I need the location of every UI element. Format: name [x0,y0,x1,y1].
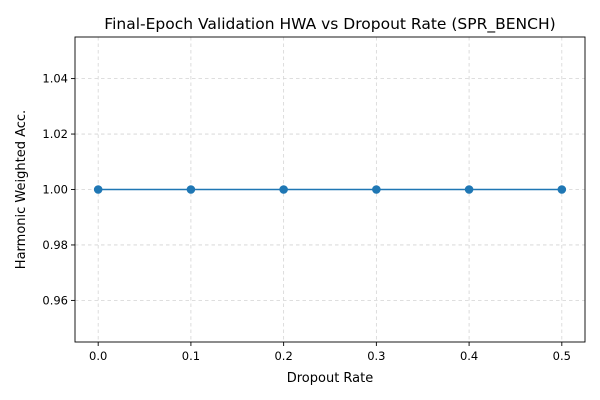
series-layer [93,185,567,194]
y-tick-label: 1.00 [42,183,68,197]
y-axis-label: Harmonic Weighted Acc. [14,110,29,269]
data-point [372,185,381,194]
x-tick-label: 0.3 [367,349,385,363]
data-point [557,185,567,194]
ticks: 0.0 0.1 0.2 0.3 0.4 0.5 0.96 0.98 1.00 1.02 1.04 [42,72,571,363]
data-point [464,185,474,194]
x-tick-label: 0.5 [553,349,571,363]
data-point [93,185,103,194]
x-tick-label: 0.0 [89,349,107,363]
y-tick-label: 1.04 [42,72,68,86]
x-tick-label: 0.2 [274,349,292,363]
x-tick-label: 0.4 [460,349,478,363]
chart-title: Final-Epoch Validation HWA vs Dropout Ra… [104,15,555,34]
data-point [279,185,288,194]
x-tick-label: 0.1 [182,349,200,363]
y-tick-label: 0.98 [42,238,68,252]
y-tick-label: 0.96 [42,293,68,307]
data-point [186,185,196,194]
x-axis-label: Dropout Rate [287,371,374,386]
y-tick-label: 1.02 [42,127,68,141]
